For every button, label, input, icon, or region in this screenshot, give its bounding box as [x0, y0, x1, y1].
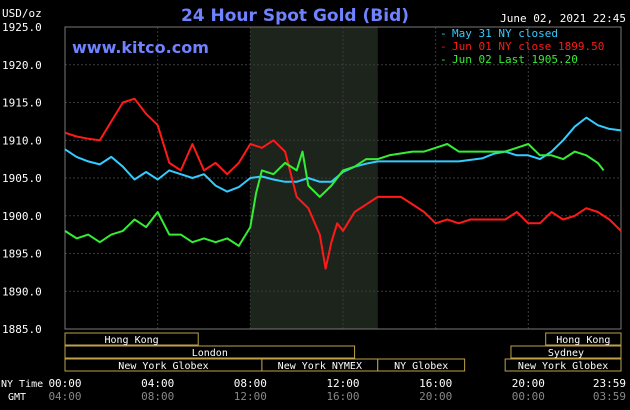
y-tick-label: 1910.0 [2, 134, 42, 147]
x-tick-label-gmt: 00:00 [512, 390, 545, 403]
legend-marker: - [440, 27, 447, 40]
legend-entry-jun01: Jun 01 NY close 1899.50 [452, 40, 604, 53]
x-tick-label-gmt: 12:00 [234, 390, 267, 403]
x-tick-label-ny: 04:00 [141, 377, 174, 390]
x-tick-label-gmt: 04:00 [48, 390, 81, 403]
ny-time-label: NY Time [1, 379, 43, 390]
chart-legend: - May 31 NY closed - Jun 01 NY close 189… [440, 27, 604, 66]
gmt-label: GMT [8, 392, 26, 403]
series-line-0 [64, 116, 622, 193]
legend-entry-may31: May 31 NY closed [452, 27, 558, 40]
session-label: New York NYMEX [278, 361, 362, 372]
y-tick-label: 1925.0 [2, 21, 42, 34]
session-label: New York Globex [518, 361, 608, 372]
x-tick-label-ny: 20:00 [512, 377, 545, 390]
session-label: New York Globex [118, 361, 208, 372]
y-tick-label: 1895.0 [2, 248, 42, 261]
x-tick-label-gmt: 08:00 [141, 390, 174, 403]
session-bar [510, 345, 622, 359]
x-tick-label-gmt: 20:00 [419, 390, 452, 403]
session-label: NY Globex [394, 361, 448, 372]
y-tick-label: 1885.0 [2, 323, 42, 336]
y-axis-label: USD/oz [2, 7, 42, 20]
session-label: Sydney [548, 348, 584, 359]
plot-area-border [64, 26, 622, 330]
y-tick-label: 1920.0 [2, 59, 42, 72]
x-tick-label-ny: 12:00 [326, 377, 359, 390]
session-label: Hong Kong [556, 335, 610, 346]
session-label: Hong Kong [105, 335, 159, 346]
x-tick-label-gmt: 03:59 [593, 390, 626, 403]
y-tick-label: 1900.0 [2, 210, 42, 223]
session-label: London [192, 348, 228, 359]
x-tick-label-gmt: 16:00 [326, 390, 359, 403]
legend-marker: - [440, 53, 447, 66]
x-tick-label-ny: 00:00 [48, 377, 81, 390]
x-tick-label-ny: 08:00 [234, 377, 267, 390]
x-tick-label-ny: 16:00 [419, 377, 452, 390]
y-tick-label: 1905.0 [2, 172, 42, 185]
chart-title: 24 Hour Spot Gold (Bid) [181, 6, 409, 26]
y-tick-label: 1890.0 [2, 285, 42, 298]
series-line-1 [64, 97, 622, 270]
session-bar [64, 345, 356, 359]
legend-entry-jun02: Jun 02 Last 1905.20 [452, 53, 578, 66]
session-bar [504, 358, 622, 372]
session-bar [545, 332, 622, 346]
x-tick-label-ny: 23:59 [593, 377, 626, 390]
series-line-2 [64, 143, 605, 247]
session-bar [64, 332, 199, 346]
legend-marker: - [440, 40, 447, 53]
session-bar [377, 358, 466, 372]
chart-timestamp: June 02, 2021 22:45 [500, 12, 626, 25]
y-tick-label: 1915.0 [2, 97, 42, 110]
watermark-text: www.kitco.com [72, 38, 209, 57]
